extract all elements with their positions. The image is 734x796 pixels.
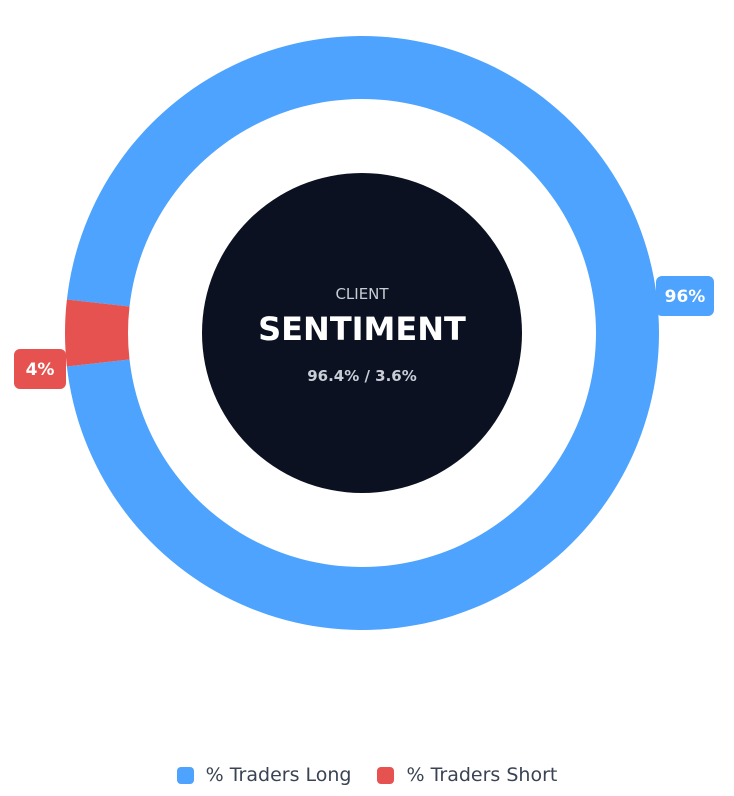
- legend-label-short: % Traders Short: [406, 764, 558, 786]
- slice-label-badge: [656, 276, 714, 316]
- legend-swatch-long: [176, 766, 194, 784]
- slice-labels: 96% 4%: [14, 276, 714, 389]
- slice-label-long: 96%: [656, 276, 714, 316]
- legend-item-short[interactable]: % Traders Short: [377, 764, 557, 786]
- legend-item-long[interactable]: % Traders Long: [176, 764, 352, 786]
- chart-legend: % Traders Long % Traders Short: [0, 758, 734, 792]
- donut-slice-short[interactable]: [65, 299, 130, 367]
- center-ratio: 96.4% / 3.6%: [307, 367, 417, 385]
- center-subtitle: CLIENT: [335, 285, 389, 303]
- donut-slices: [65, 36, 660, 631]
- slice-label-text: 96%: [665, 287, 706, 307]
- slice-label-short: 4%: [14, 349, 66, 389]
- center-title: SENTIMENT: [258, 310, 466, 348]
- center-circle: [202, 173, 522, 493]
- legend-swatch-short: [377, 766, 395, 784]
- legend-label-long: % Traders Long: [205, 764, 352, 786]
- slice-label-text: 4%: [26, 360, 55, 380]
- slice-label-badge: [14, 349, 66, 389]
